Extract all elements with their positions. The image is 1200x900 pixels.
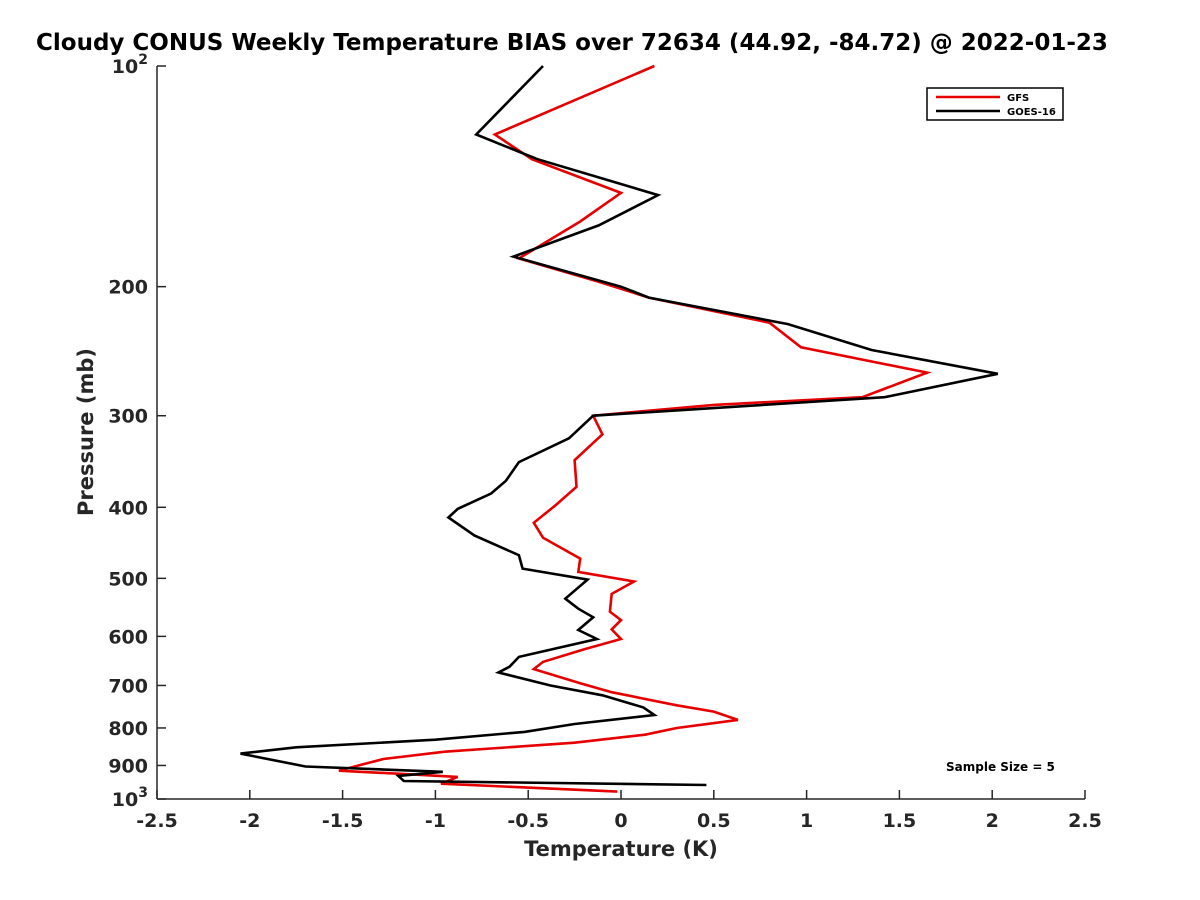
y-tick-label: 900: [108, 755, 148, 777]
series-line-goes16: [240, 65, 999, 787]
x-tick-label: -2: [239, 810, 260, 832]
x-tick-label: -2.5: [136, 810, 178, 832]
x-ticks: -2.5 -2 -1.5 -1 -0.5 0 0.5 1 1.5 2 2.5: [136, 790, 1102, 832]
y-ticks: 102 200 300 400 500 600 700 800 900 103: [108, 52, 166, 811]
y-tick-label: 800: [108, 718, 148, 740]
x-tick-label: 1: [800, 810, 813, 832]
y-tick-label: 600: [108, 626, 148, 648]
x-axis-title: Temperature (K): [524, 837, 718, 861]
sample-size-annotation: Sample Size = 5: [946, 760, 1055, 774]
x-tick-label: -1.5: [322, 810, 364, 832]
x-tick-label: 0: [614, 810, 627, 832]
y-tick-label: 102: [112, 52, 148, 78]
x-tick-label: 1.5: [883, 810, 917, 832]
legend-box: [926, 87, 1064, 121]
legend-label-gfs: GFS: [1007, 93, 1029, 104]
chart-title: Cloudy CONUS Weekly Temperature BIAS ove…: [36, 30, 1108, 56]
y-tick-label: 103: [112, 785, 148, 811]
y-tick-label: 300: [108, 406, 148, 428]
legend-label-goes16: GOES-16: [1007, 107, 1056, 118]
series-line-gfs: [338, 64, 932, 793]
y-tick-label: 700: [108, 675, 148, 697]
x-tick-label: 0.5: [697, 810, 731, 832]
y-tick-label: 200: [108, 277, 148, 299]
legend: GFS GOES-16: [926, 87, 1064, 121]
x-tick-label: -0.5: [507, 810, 549, 832]
y-tick-label: 400: [108, 497, 148, 519]
x-tick-label: 2: [986, 810, 999, 832]
y-axis-title: Pressure (mb): [74, 348, 98, 516]
axes: [156, 66, 1085, 800]
plot-lines: [240, 64, 999, 793]
y-tick-label: 500: [108, 568, 148, 590]
x-tick-label: -1: [425, 810, 446, 832]
x-tick-label: 2.5: [1068, 810, 1102, 832]
